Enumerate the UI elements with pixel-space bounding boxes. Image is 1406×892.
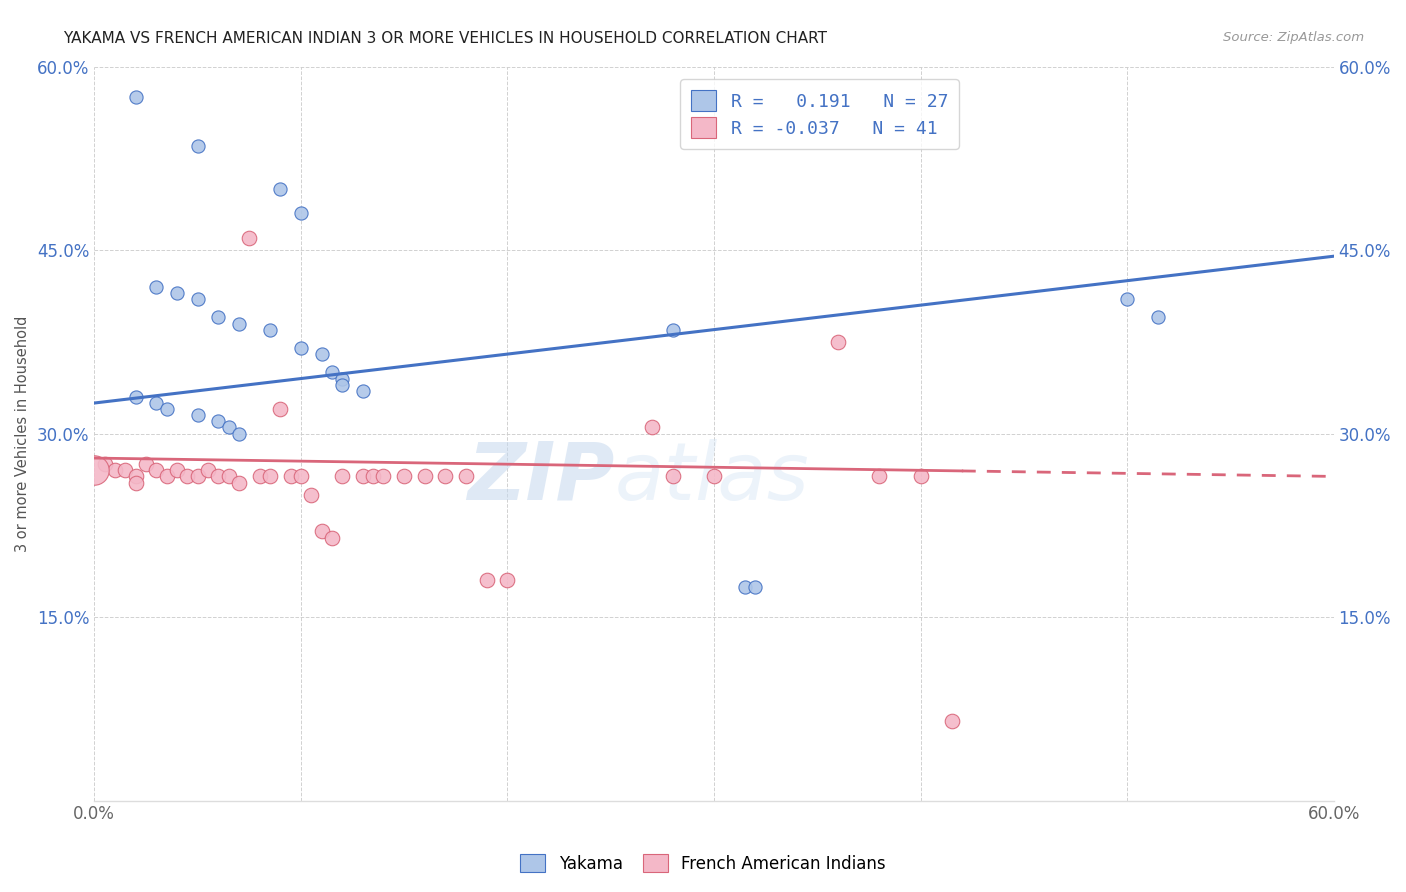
Point: [475, 574, 498, 588]
Point: [1116, 292, 1139, 306]
Point: [176, 469, 198, 483]
Point: [166, 463, 188, 477]
Point: [259, 323, 281, 337]
Point: [124, 469, 146, 483]
Point: [187, 469, 209, 483]
Point: [83, 463, 105, 477]
Point: [661, 323, 683, 337]
Point: [238, 231, 260, 245]
Point: [330, 377, 353, 392]
Point: [187, 292, 209, 306]
Point: [311, 524, 333, 539]
Text: atlas: atlas: [614, 439, 810, 516]
Legend: Yakama, French American Indians: Yakama, French American Indians: [513, 847, 893, 880]
Point: [155, 402, 177, 417]
Point: [135, 457, 157, 471]
Point: [124, 475, 146, 490]
Point: [1147, 310, 1170, 325]
Text: YAKAMA VS FRENCH AMERICAN INDIAN 3 OR MORE VEHICLES IN HOUSEHOLD CORRELATION CHA: YAKAMA VS FRENCH AMERICAN INDIAN 3 OR MO…: [63, 31, 827, 46]
Point: [290, 469, 312, 483]
Point: [413, 469, 436, 483]
Point: [228, 317, 250, 331]
Point: [641, 420, 664, 434]
Point: [352, 469, 374, 483]
Point: [290, 206, 312, 220]
Point: [155, 469, 177, 483]
Point: [207, 414, 229, 428]
Point: [145, 396, 167, 410]
Point: [269, 182, 291, 196]
Point: [311, 347, 333, 361]
Point: [330, 469, 353, 483]
Point: [352, 384, 374, 398]
Point: [218, 420, 240, 434]
Point: [868, 469, 890, 483]
Point: [456, 469, 478, 483]
Point: [910, 469, 932, 483]
Point: [145, 463, 167, 477]
Text: Source: ZipAtlas.com: Source: ZipAtlas.com: [1223, 31, 1364, 45]
Point: [259, 469, 281, 483]
Point: [145, 280, 167, 294]
Point: [218, 469, 240, 483]
Point: [330, 371, 353, 385]
Point: [124, 90, 146, 104]
Point: [703, 469, 725, 483]
Point: [734, 580, 756, 594]
Y-axis label: 3 or more Vehicles in Household: 3 or more Vehicles in Household: [15, 316, 30, 552]
Point: [361, 469, 384, 483]
Point: [321, 366, 343, 380]
Point: [228, 426, 250, 441]
Point: [114, 463, 136, 477]
Point: [124, 390, 146, 404]
Point: [941, 714, 963, 728]
Point: [187, 409, 209, 423]
Point: [207, 310, 229, 325]
Text: ZIP: ZIP: [467, 439, 614, 516]
Point: [228, 475, 250, 490]
Point: [104, 463, 127, 477]
Point: [299, 488, 322, 502]
Point: [827, 334, 849, 349]
Point: [661, 469, 683, 483]
Point: [290, 341, 312, 355]
Legend: R =   0.191   N = 27, R = -0.037   N = 41: R = 0.191 N = 27, R = -0.037 N = 41: [681, 79, 959, 149]
Point: [269, 402, 291, 417]
Point: [93, 457, 115, 471]
Point: [392, 469, 415, 483]
Point: [744, 580, 766, 594]
Point: [249, 469, 271, 483]
Point: [207, 469, 229, 483]
Point: [434, 469, 457, 483]
Point: [166, 285, 188, 300]
Point: [280, 469, 302, 483]
Point: [496, 574, 519, 588]
Point: [321, 531, 343, 545]
Point: [197, 463, 219, 477]
Point: [373, 469, 395, 483]
Point: [187, 139, 209, 153]
